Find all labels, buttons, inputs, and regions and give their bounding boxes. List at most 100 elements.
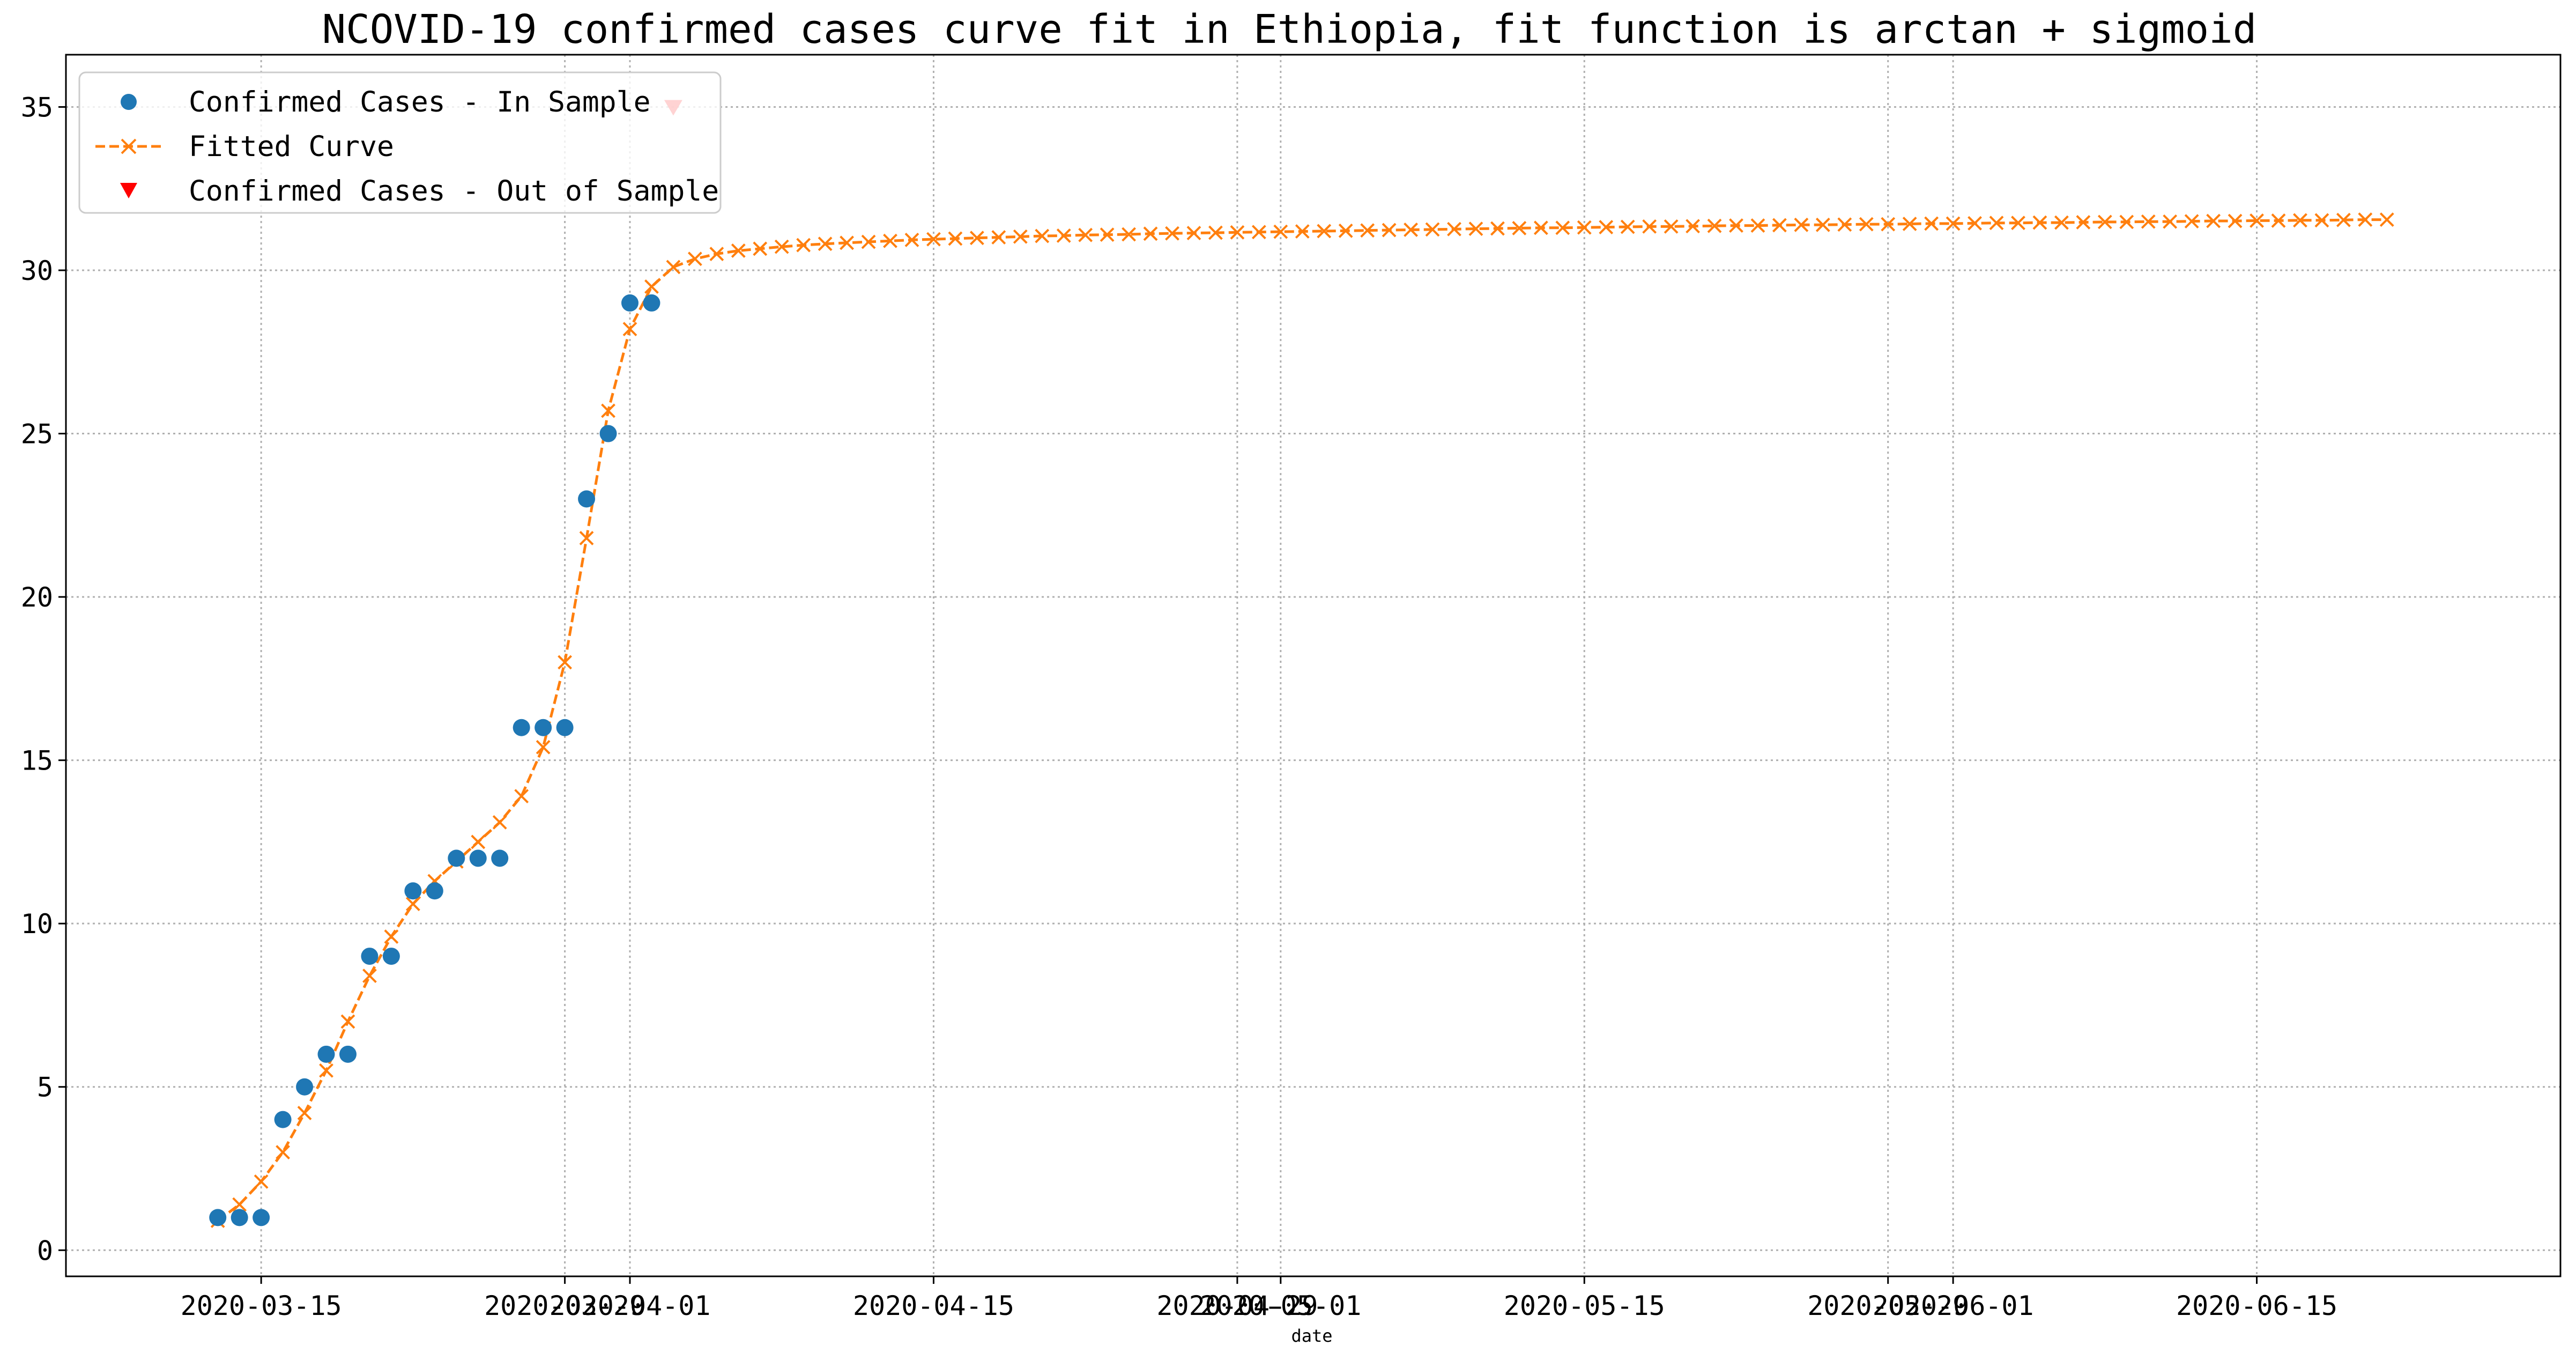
y-tick-label: 10: [21, 908, 53, 940]
in-sample-point: [556, 719, 574, 736]
x-tick-label: 2020-03-29: [484, 1290, 645, 1321]
fitted-curve-point: [840, 235, 855, 250]
in-sample-point: [231, 1209, 248, 1226]
fitted-curve-point: [1122, 227, 1136, 242]
fitted-curve-point: [948, 231, 963, 246]
in-sample-point: [534, 719, 552, 736]
fitted-curve-point: [883, 233, 897, 248]
legend-in-sample-label: Confirmed Cases - In Sample: [189, 86, 651, 119]
fitted-curve-point: [1533, 220, 1548, 235]
fitted-curve-point: [1815, 217, 1830, 232]
legend-out-of-sample-marker: [120, 183, 137, 198]
fitted-curve-point: [1837, 217, 1852, 232]
x-tick-label: 2020-06-01: [1873, 1290, 2034, 1321]
y-tick-label: 35: [21, 92, 53, 123]
fitted-curve-point: [1599, 220, 1614, 235]
fitted-curve-point: [1382, 223, 1397, 238]
fitted-curve-point: [405, 897, 420, 912]
fitted-curve-point: [1881, 217, 1896, 232]
fitted-curve-point: [709, 247, 724, 261]
fitted-curve-point: [276, 1145, 291, 1159]
fitted-curve-point: [2032, 215, 2047, 230]
fitted-curve-point: [1295, 224, 1310, 239]
legend-frame: [78, 71, 722, 214]
in-sample-point: [448, 849, 465, 867]
fitted-curve-point: [991, 230, 1006, 245]
fitted-curve-point: [2163, 214, 2178, 229]
fitted-curve-point: [1056, 228, 1071, 243]
y-tick-label: 0: [37, 1235, 53, 1266]
fitted-curve-point: [2358, 212, 2373, 227]
in-sample-point: [469, 849, 487, 867]
fitted-curve-point: [2141, 214, 2156, 229]
fitted-curve-point: [2011, 216, 2025, 231]
fitted-curve-point: [1230, 225, 1245, 240]
fitted-curve-point: [1273, 224, 1288, 239]
in-sample-point: [209, 1209, 227, 1226]
fitted-curve-point: [1946, 216, 1961, 231]
x-tick-label: 2020-04-15: [853, 1290, 1014, 1321]
fitted-curve-point: [2293, 213, 2307, 228]
legend-in-sample-marker: [121, 94, 137, 110]
fitted-curve-point: [2379, 212, 2394, 227]
fitted-curve-point: [2250, 213, 2264, 228]
x-tick-label: 2020-04-01: [549, 1290, 710, 1321]
chart-title: NCOVID-19 confirmed cases curve fit in E…: [322, 6, 2257, 53]
fitted-curve-point: [622, 322, 637, 337]
fitted-curve-point: [753, 241, 768, 256]
y-tick-label: 30: [21, 255, 53, 286]
in-sample-point: [404, 882, 422, 900]
y-axis-ticks: 0 5 10 15 20 25 30 35: [21, 92, 66, 1266]
fitted-curve-point: [1013, 229, 1028, 244]
fitted-curve-point: [1794, 217, 1809, 232]
fitted-curve-point: [1208, 225, 1223, 240]
fitted-curve-point: [514, 789, 529, 804]
fitted-curve-point: [2076, 215, 2091, 230]
fitted-curve-point: [1100, 227, 1115, 242]
fitted-curve-point: [1490, 221, 1505, 236]
fitted-curve-point: [969, 231, 984, 246]
y-tick-label: 20: [21, 582, 53, 613]
fitted-curve-point: [297, 1106, 312, 1120]
x-axis-label: date: [1291, 1326, 1332, 1346]
fitted-curve-point: [1078, 227, 1093, 242]
y-tick-label: 25: [21, 419, 53, 450]
fitted-curve-point: [1620, 219, 1635, 234]
fitted-curve-point: [2097, 215, 2112, 230]
in-sample-points: [209, 294, 660, 1226]
fitted-curve-point: [1729, 218, 1743, 233]
fitted-curve-point: [1404, 223, 1418, 237]
fitted-curve-point: [1447, 221, 1461, 236]
fitted-curve-point: [1338, 223, 1353, 238]
fitted-curve-point: [1707, 218, 1722, 233]
in-sample-point: [578, 490, 596, 508]
in-sample-point: [317, 1045, 335, 1063]
fitted-curve-point: [232, 1197, 247, 1212]
fitted-curve-point: [1859, 217, 1874, 232]
fitted-curve-point: [2184, 214, 2199, 229]
x-tick-label: 2020-05-01: [1200, 1290, 1361, 1321]
legend-out-of-sample-label: Confirmed Cases - Out of Sample: [189, 175, 719, 208]
fitted-curve-point: [1772, 218, 1787, 233]
fitted-curve-point: [601, 403, 615, 418]
in-sample-point: [253, 1209, 270, 1226]
fitted-curve-point: [666, 260, 681, 275]
x-tick-label: 2020-05-29: [1807, 1290, 1969, 1321]
fitted-curve-point: [579, 531, 594, 545]
in-sample-point: [296, 1078, 314, 1096]
fitted-curve-point: [2314, 213, 2329, 228]
fitted-curve-point: [1750, 218, 1765, 233]
fitted-curve-point: [731, 243, 746, 258]
fitted-curve-point: [1468, 221, 1483, 236]
y-tick-label: 5: [37, 1072, 53, 1103]
x-tick-label: 2020-06-15: [2176, 1290, 2337, 1321]
fitted-curve-point: [2336, 212, 2351, 227]
fitted-curve-point: [926, 232, 941, 247]
in-sample-point: [621, 294, 639, 312]
fitted-curve-point: [1555, 220, 1570, 235]
fitted-curve-point: [362, 969, 377, 984]
fitted-curve-markers: [210, 212, 2394, 1228]
fitted-curve-point: [774, 239, 789, 254]
